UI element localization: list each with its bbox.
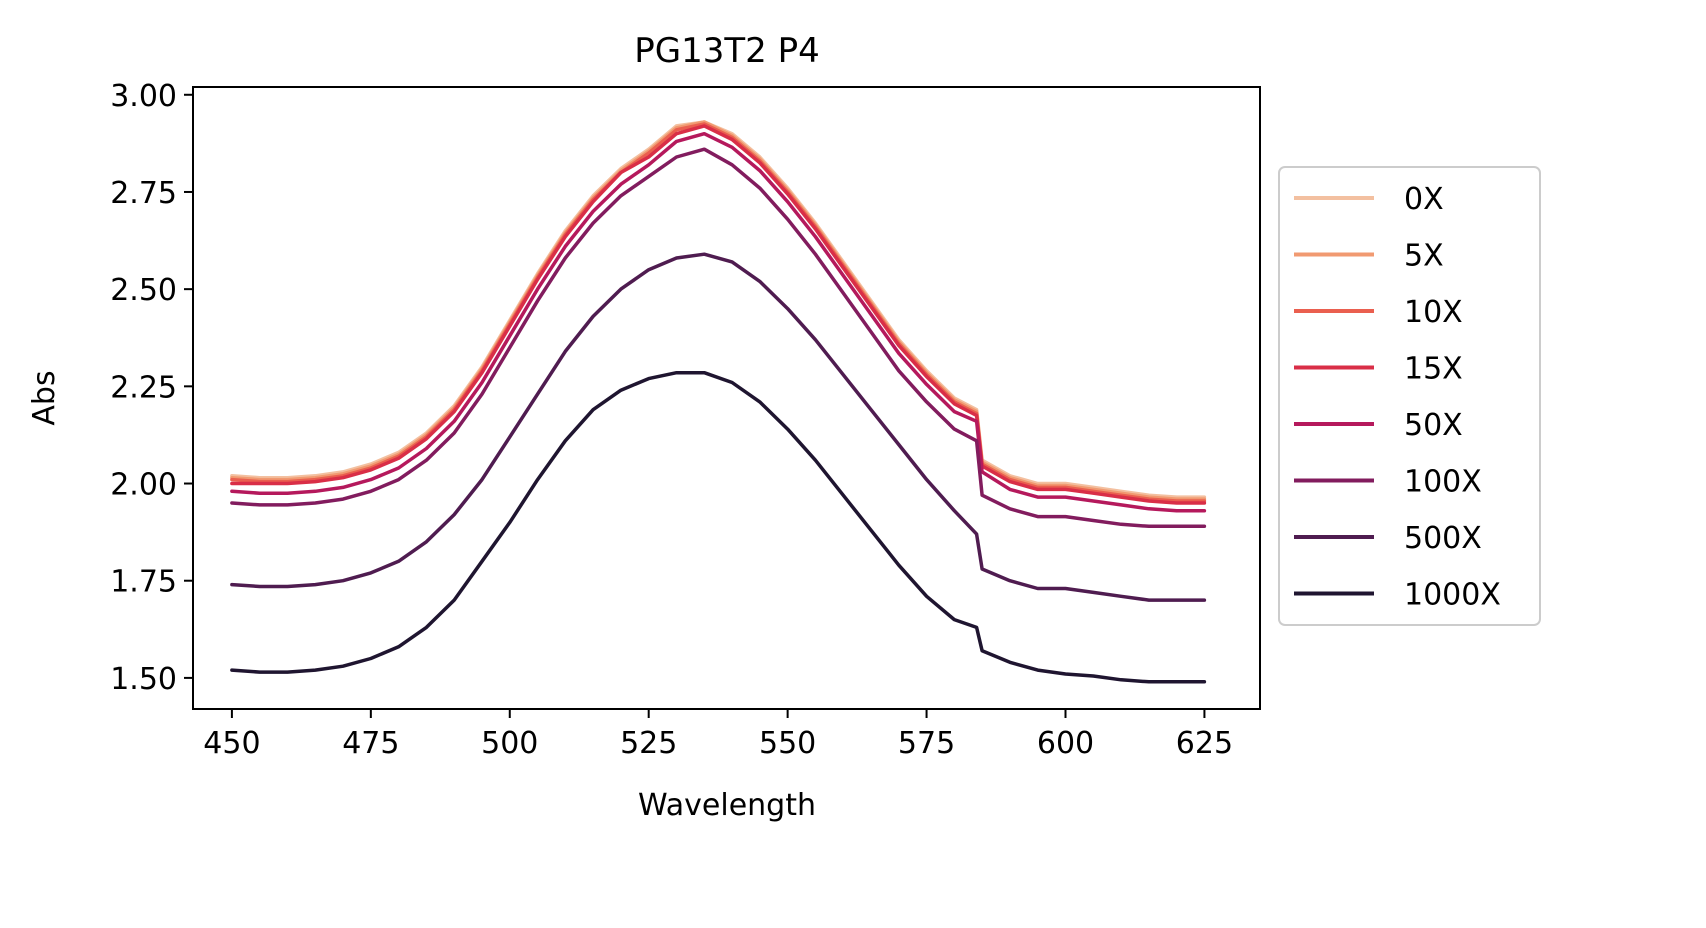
x-axis-label: Wavelength [638,788,816,823]
x-tick-label: 500 [481,726,538,761]
legend-label: 15X [1404,352,1463,387]
y-tick-label: 2.75 [110,176,177,211]
series-line-10x [230,122,1207,503]
legend-label: 50X [1404,408,1463,443]
series-line-100x [230,147,1207,529]
legend-label: 5X [1404,239,1444,274]
legend-frame [1278,166,1541,626]
x-tick-label: 625 [1176,726,1233,761]
plot-frame [192,86,1261,710]
legend-label: 1000X [1404,578,1501,613]
y-tick-label: 2.00 [110,468,177,503]
series-line-0x [230,120,1207,499]
x-tick-label: 525 [620,726,677,761]
series-line-5x [230,120,1207,501]
x-tick-label: 475 [342,726,399,761]
series-line-15x [230,124,1207,505]
series-line-50x [230,131,1207,513]
x-tick-label: 575 [898,726,955,761]
legend-label: 10X [1404,295,1463,330]
legend-label: 0X [1404,182,1444,217]
legend-label: 500X [1404,521,1482,556]
y-tick-label: 3.00 [110,79,177,114]
series-layer [230,120,1207,684]
y-axis-label: Abs [27,370,62,425]
y-axis: 1.50 1.75 2.00 2.25 2.50 2.75 3.00 [110,79,193,697]
x-tick-label: 600 [1037,726,1094,761]
series-line-500x [230,252,1207,602]
y-tick-label: 1.75 [110,565,177,600]
y-tick-label: 2.25 [110,370,177,405]
plot-area [192,86,1261,710]
legend-items: 0X 5X 10X 15X 50X 100X 500X 1000X [1294,182,1501,613]
series-line-1000x [230,370,1207,684]
y-tick-label: 1.50 [110,662,177,697]
x-tick-label: 550 [759,726,816,761]
legend-label: 100X [1404,465,1482,500]
x-axis: 450 475 500 525 550 575 600 625 [203,709,1233,761]
y-tick-label: 2.50 [110,273,177,308]
x-tick-label: 450 [203,726,260,761]
legend: 0X 5X 10X 15X 50X 100X 500X 1000X [1278,166,1541,626]
chart-title: PG13T2 P4 [634,31,819,71]
